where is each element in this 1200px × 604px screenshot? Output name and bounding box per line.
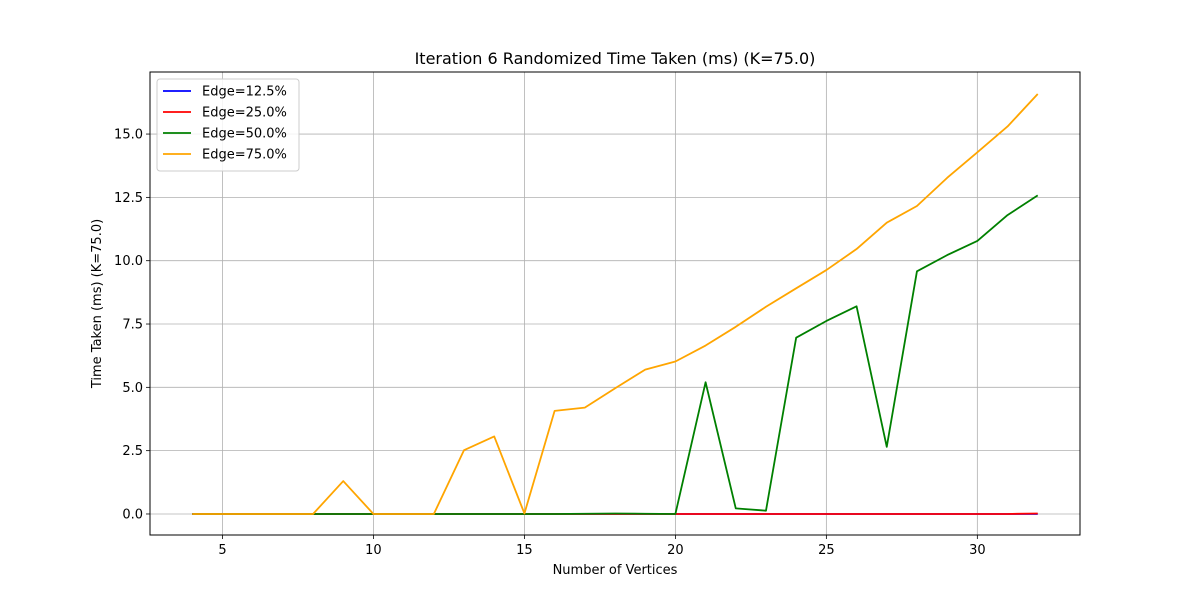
series-lines: [192, 93, 1039, 515]
x-tick-label: 20: [667, 543, 684, 558]
legend-box: [156, 78, 300, 172]
y-tick-label: 7.5: [122, 318, 143, 333]
chart-title: Iteration 6 Randomized Time Taken (ms) (…: [415, 49, 816, 68]
legend-label: Edge=12.5%: [202, 85, 287, 100]
y-axis-label: Time Taken (ms) (K=75.0): [90, 219, 105, 389]
y-tick-label: 5.0: [122, 381, 143, 396]
axis-ticks: 5 10 15 20 25 30 0.0 2.5 5.0 7.5 10.0 12.5 15.0: [114, 128, 986, 558]
legend-label: Edge=25.0%: [202, 106, 287, 121]
x-tick-label: 25: [818, 543, 835, 558]
legend-label: Edge=50.0%: [202, 127, 287, 142]
y-tick-label: 10.0: [114, 254, 143, 269]
x-tick-label: 10: [365, 543, 382, 558]
legend-label: Edge=75.0%: [202, 148, 287, 163]
y-tick-label: 0.0: [122, 507, 143, 522]
x-tick-label: 30: [969, 543, 986, 558]
y-tick-label: 12.5: [114, 191, 143, 206]
x-axis-label: Number of Vertices: [553, 563, 678, 578]
x-tick-label: 5: [218, 543, 226, 558]
plot-frame: [149, 71, 1081, 536]
series-line-3: [192, 194, 1039, 515]
y-tick-label: 2.5: [122, 444, 143, 459]
y-tick-label: 15.0: [114, 128, 143, 143]
legend: Edge=12.5% Edge=25.0% Edge=50.0% Edge=75.0%: [156, 78, 300, 172]
x-tick-label: 15: [516, 543, 533, 558]
series-line-4: [192, 93, 1039, 515]
